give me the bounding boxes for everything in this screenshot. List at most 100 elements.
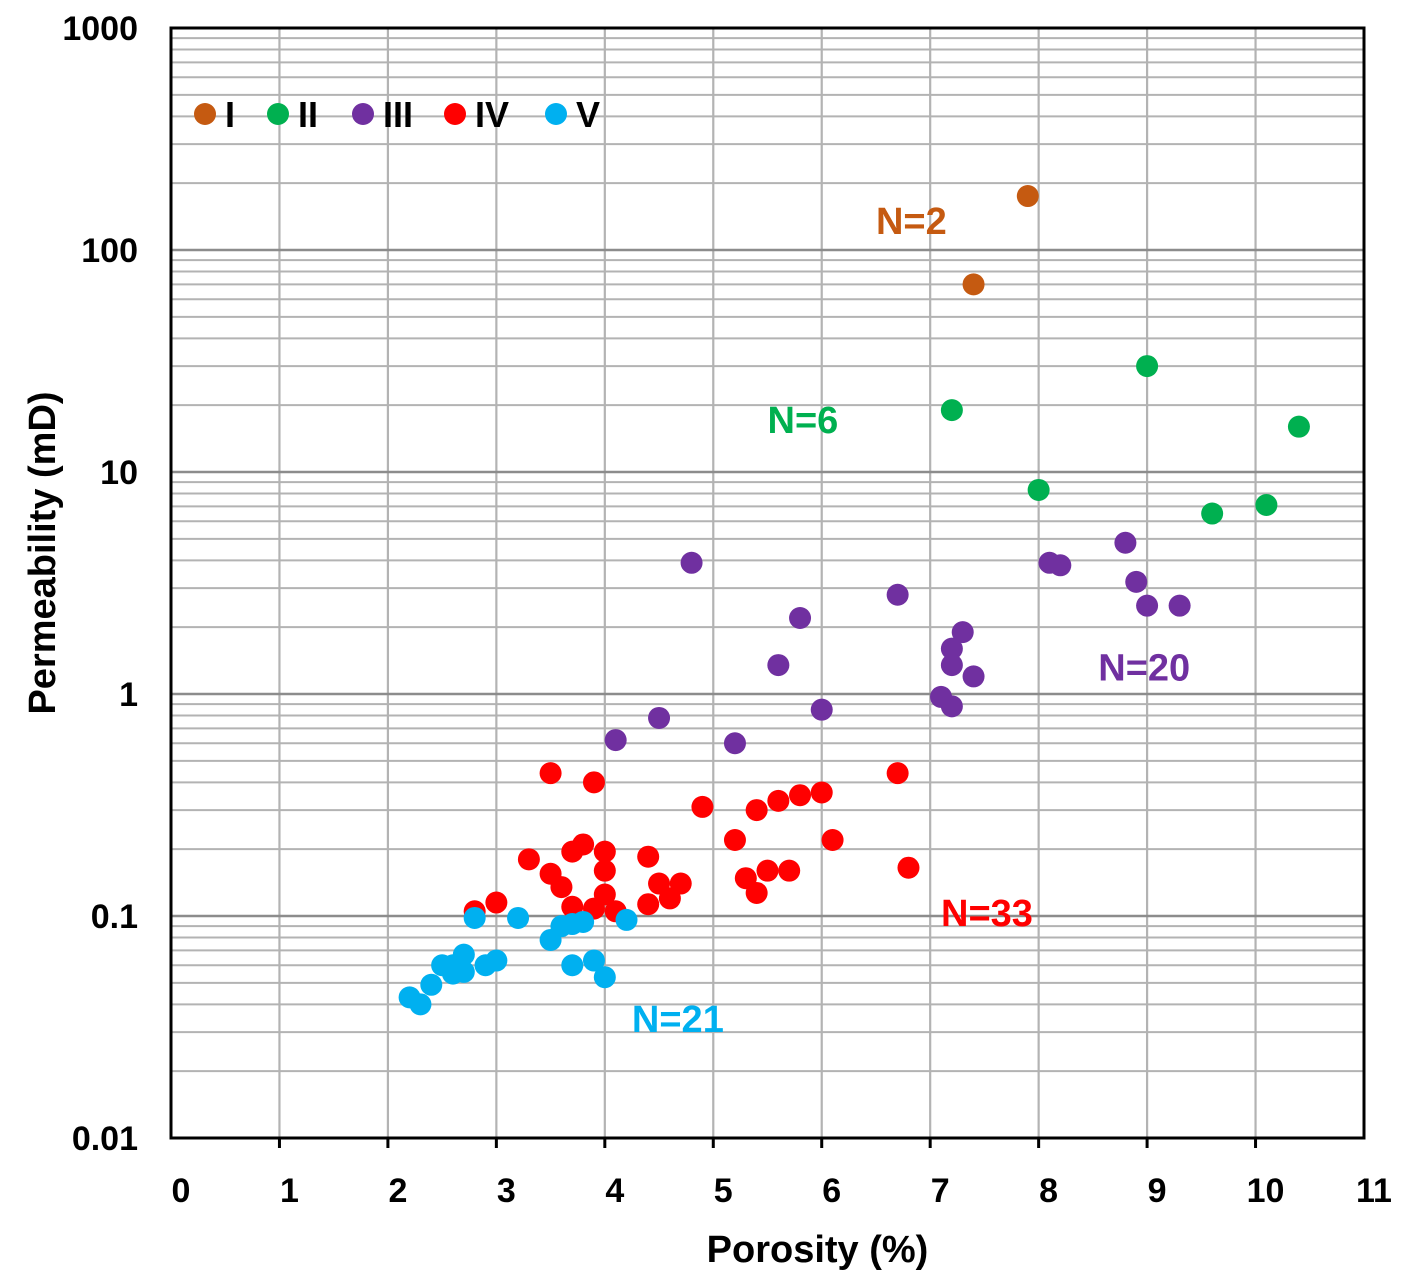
x-axis-title: Porosity (%) <box>707 1229 929 1271</box>
data-point <box>409 993 432 1016</box>
data-point <box>507 906 530 929</box>
data-point <box>680 551 703 574</box>
x-tick-label: 2 <box>388 1172 407 1210</box>
data-point <box>940 637 963 660</box>
legend-item-I: I <box>194 94 235 135</box>
data-point <box>778 859 801 882</box>
legend-marker <box>194 103 216 125</box>
data-point <box>485 891 508 914</box>
data-point <box>561 954 584 977</box>
data-point <box>593 840 616 863</box>
data-point <box>1125 570 1148 593</box>
legend: I II III IV V <box>194 94 600 135</box>
data-point <box>745 799 768 822</box>
x-tick-label: 1 <box>280 1172 299 1210</box>
data-point <box>582 771 605 794</box>
y-axis-title: Permeability (mD) <box>22 391 64 714</box>
y-axis-ticks: 0.01 0.1 1 10 100 1000 <box>62 10 138 1158</box>
data-point <box>1027 478 1050 501</box>
series-count-label: N=21 <box>632 999 724 1041</box>
data-point <box>962 665 985 688</box>
legend-marker <box>545 103 567 125</box>
data-point <box>539 762 562 785</box>
data-point <box>593 859 616 882</box>
legend-label: II <box>298 94 318 135</box>
plot-border <box>169 26 1366 1140</box>
data-point <box>1136 355 1159 378</box>
series-count-label: N=6 <box>768 400 839 442</box>
data-point <box>886 583 909 606</box>
data-point <box>1287 415 1310 438</box>
data-point <box>1136 594 1159 617</box>
y-tick-label: 0.1 <box>91 898 138 936</box>
data-point <box>940 399 963 422</box>
data-point <box>951 621 974 644</box>
data-point <box>550 876 573 899</box>
plot-frame <box>169 26 1366 1140</box>
legend-label: IV <box>475 94 509 135</box>
series-count-label: N=2 <box>876 201 947 243</box>
data-point <box>637 845 660 868</box>
data-point <box>1201 502 1224 525</box>
data-point <box>767 789 790 812</box>
x-tick-label: 10 <box>1247 1172 1285 1210</box>
x-tick-label: 8 <box>1039 1172 1058 1210</box>
data-point <box>517 848 540 871</box>
y-tick-label: 1000 <box>62 10 138 48</box>
series-II <box>940 355 1310 525</box>
x-axis-ticks: 0 1 2 3 4 5 6 7 8 9 10 11 <box>172 1138 1392 1210</box>
legend-label: I <box>225 94 235 135</box>
data-point <box>1255 494 1278 517</box>
data-point <box>593 966 616 989</box>
series-count-label: N=20 <box>1098 648 1190 690</box>
data-point <box>648 706 671 729</box>
data-point <box>821 828 844 851</box>
series-III <box>604 531 1191 755</box>
legend-marker <box>444 103 466 125</box>
count-annotations: N=2 N=6 N=20 N=33 N=21 <box>632 201 1190 1041</box>
data-point <box>615 908 638 931</box>
x-tick-label: 4 <box>605 1172 624 1210</box>
data-point <box>474 954 497 977</box>
legend-item-II: II <box>267 94 318 135</box>
data-point <box>658 887 681 910</box>
data-point <box>789 784 812 807</box>
x-tick-label: 7 <box>931 1172 950 1210</box>
legend-label: III <box>383 94 413 135</box>
data-point <box>691 795 714 818</box>
grid-lines <box>171 28 1364 1138</box>
data-point <box>767 654 790 677</box>
data-point <box>561 895 584 918</box>
data-point <box>539 928 562 951</box>
x-tick-label: 3 <box>497 1172 516 1210</box>
x-tick-label: 6 <box>822 1172 841 1210</box>
data-point <box>604 729 627 752</box>
legend-marker <box>352 103 374 125</box>
y-tick-label: 0.01 <box>72 1120 138 1158</box>
series-count-label: N=33 <box>941 893 1033 935</box>
data-point <box>886 762 909 785</box>
data-point <box>1114 531 1137 554</box>
data-point <box>1168 594 1191 617</box>
data-points <box>398 185 1310 1016</box>
legend-item-V: V <box>545 94 600 135</box>
data-point <box>441 957 464 980</box>
data-point <box>789 606 812 629</box>
data-point <box>463 906 486 929</box>
legend-item-III: III <box>352 94 413 135</box>
series-I <box>962 185 1039 296</box>
data-point <box>723 828 746 851</box>
data-point <box>723 732 746 755</box>
series-IV <box>463 762 920 923</box>
data-point <box>637 893 660 916</box>
legend-marker <box>267 103 289 125</box>
data-point <box>745 881 768 904</box>
x-tick-label: 0 <box>172 1172 191 1210</box>
x-tick-label: 9 <box>1148 1172 1167 1210</box>
x-tick-label: 11 <box>1356 1172 1392 1210</box>
data-point <box>810 781 833 804</box>
data-point <box>897 856 920 879</box>
data-point <box>940 695 963 718</box>
data-point <box>810 698 833 721</box>
